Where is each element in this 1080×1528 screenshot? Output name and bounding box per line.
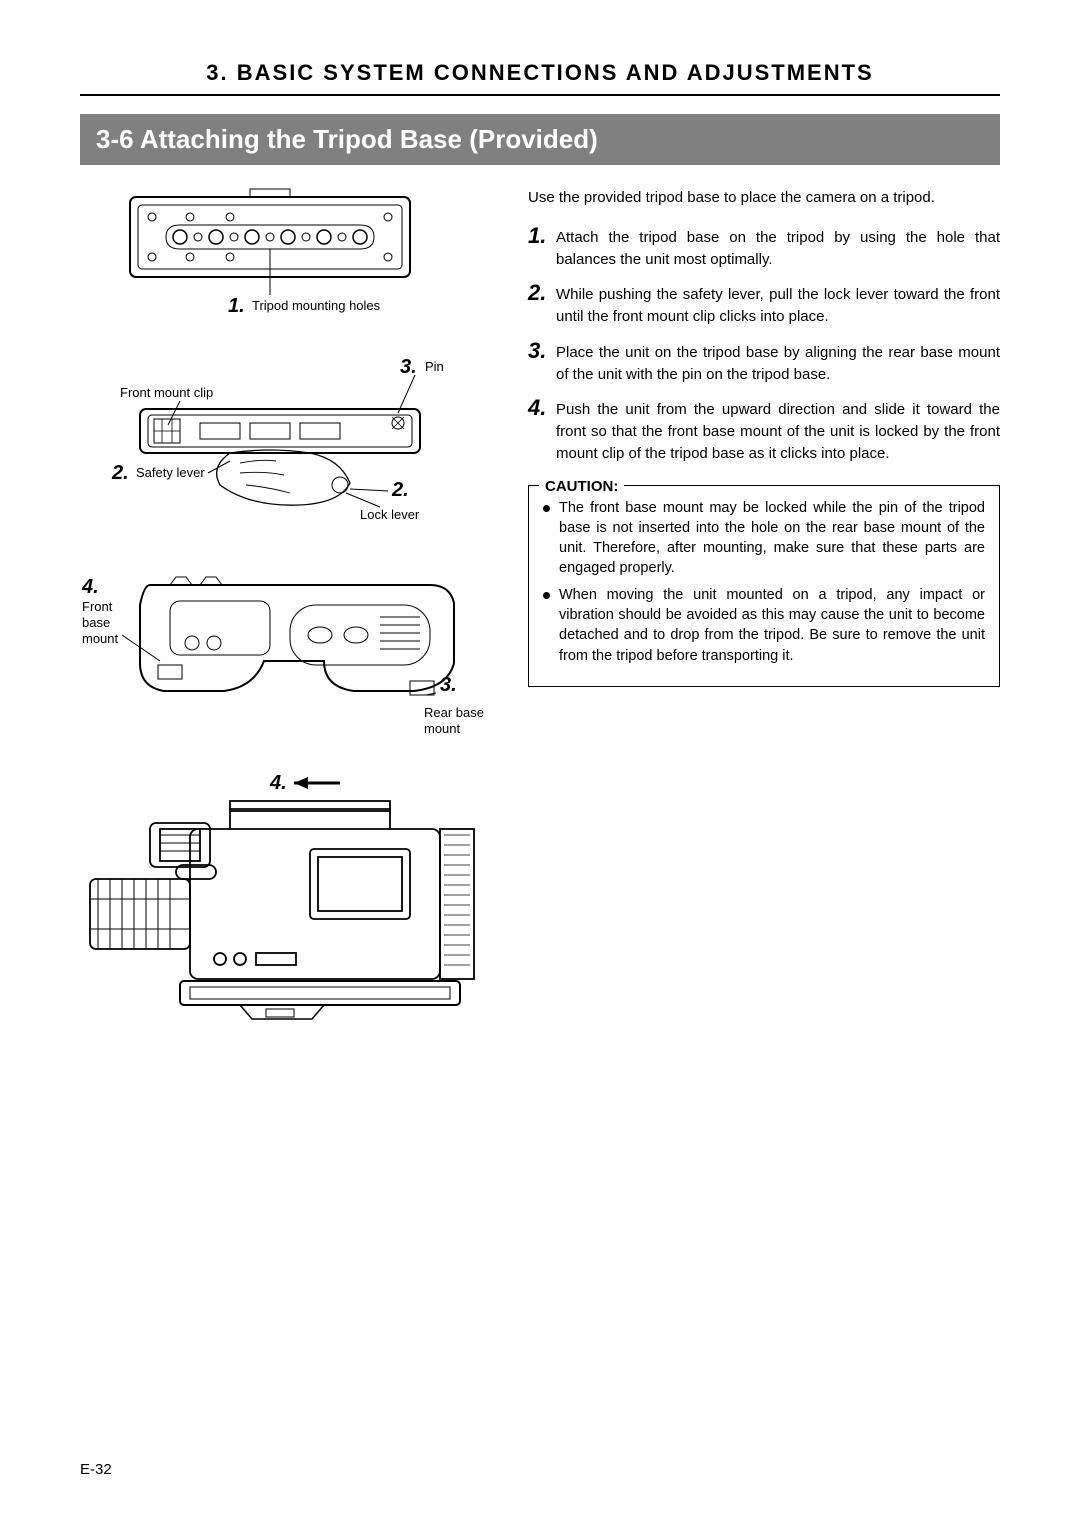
chapter-rule	[80, 94, 1000, 96]
d4-num: 4.	[269, 772, 287, 794]
d3-front-label-2: base	[82, 615, 110, 630]
d1-num: 1.	[228, 295, 245, 317]
d3-rear-num: 3.	[440, 674, 457, 696]
diagram-tripod-plate: 1. Tripod mounting holes	[80, 187, 500, 337]
step-1: 1. Attach the tripod base on the tripod …	[528, 225, 1000, 271]
page-number: E-32	[80, 1461, 112, 1478]
caution-list: The front base mount may be locked while…	[543, 498, 985, 666]
d2-safety-label: Safety lever	[136, 465, 205, 480]
step-3-num: 3.	[528, 340, 550, 362]
steps-list: 1. Attach the tripod base on the tripod …	[528, 225, 1000, 465]
intro-text: Use the provided tripod base to place th…	[528, 187, 1000, 209]
d3-front-num: 4.	[81, 576, 99, 598]
instructions-column: Use the provided tripod base to place th…	[528, 187, 1000, 1053]
step-1-text: Attach the tripod base on the tripod by …	[556, 225, 1000, 271]
d3-rear-label-1: Rear base	[424, 705, 484, 720]
diagrams-column: 1. Tripod mounting holes 3. Pin Front mo…	[80, 187, 500, 1053]
d1-label: Tripod mounting holes	[252, 298, 381, 313]
step-2: 2. While pushing the safety lever, pull …	[528, 282, 1000, 328]
d2-frontclip-label: Front mount clip	[120, 385, 213, 400]
caution-item-1: The front base mount may be locked while…	[543, 498, 985, 579]
step-1-num: 1.	[528, 225, 550, 247]
step-2-num: 2.	[528, 282, 550, 304]
d2-lock-label: Lock lever	[360, 507, 420, 522]
d3-front-label-1: Front	[82, 599, 113, 614]
diagram-camera-full: 4.	[80, 769, 500, 1039]
d2-lock-num: 2.	[391, 479, 409, 501]
step-2-text: While pushing the safety lever, pull the…	[556, 282, 1000, 328]
d2-safety-num: 2.	[111, 462, 129, 484]
caution-item-2: When moving the unit mounted on a tripod…	[543, 585, 985, 666]
step-4-num: 4.	[528, 397, 550, 419]
step-4-text: Push the unit from the upward direction …	[556, 397, 1000, 464]
caution-title: CAUTION:	[539, 476, 624, 498]
d3-front-label-3: mount	[82, 631, 119, 646]
d2-pin-label: Pin	[425, 359, 444, 374]
content-area: 1. Tripod mounting holes 3. Pin Front mo…	[80, 187, 1000, 1053]
section-banner: 3-6 Attaching the Tripod Base (Provided)	[80, 114, 1000, 165]
chapter-title: 3. BASIC SYSTEM CONNECTIONS AND ADJUSTME…	[80, 60, 1000, 86]
diagram-camera-body: 4. Front base mount	[80, 565, 500, 755]
d3-rear-label-2: mount	[424, 721, 461, 736]
diagram-base-side: 3. Pin Front mount clip	[80, 351, 500, 551]
step-4: 4. Push the unit from the upward directi…	[528, 397, 1000, 464]
caution-box: CAUTION: The front base mount may be loc…	[528, 485, 1000, 687]
d2-pin-num: 3.	[400, 356, 417, 378]
step-3-text: Place the unit on the tripod base by ali…	[556, 340, 1000, 386]
step-3: 3. Place the unit on the tripod base by …	[528, 340, 1000, 386]
